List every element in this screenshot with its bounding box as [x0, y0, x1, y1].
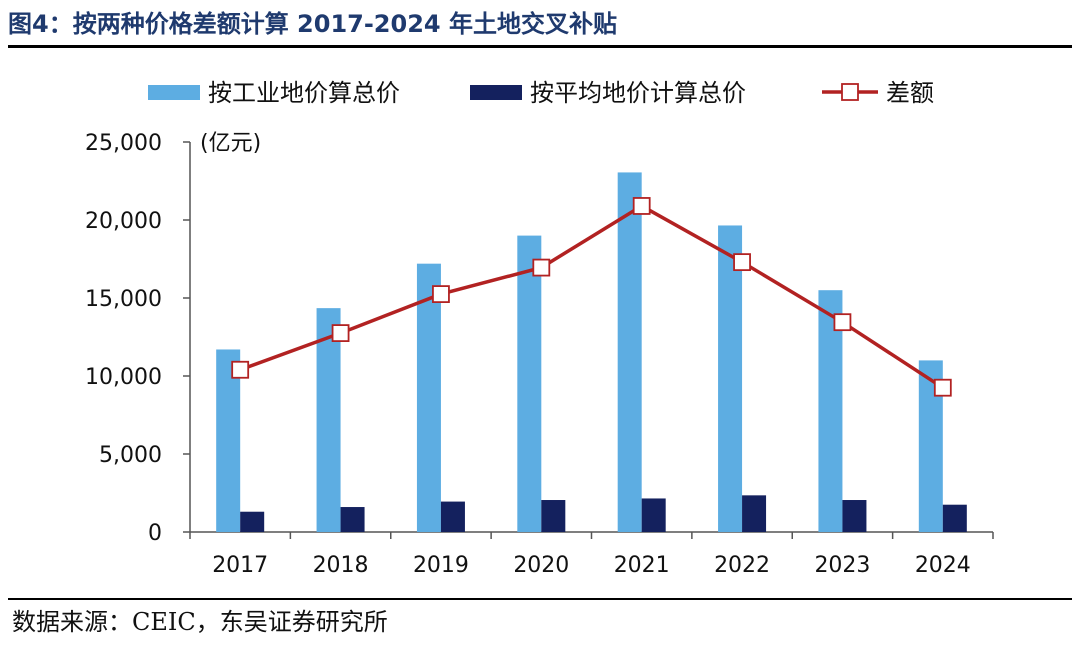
- y-tick-label: 15,000: [85, 287, 162, 312]
- x-tick-label: 2021: [614, 553, 670, 578]
- difference-line-path: [239, 203, 944, 390]
- bar-industrial: [216, 349, 241, 532]
- difference-point: [532, 258, 551, 277]
- difference-point: [432, 285, 450, 304]
- x-tick-label: 2024: [915, 553, 971, 578]
- difference-point: [733, 253, 751, 272]
- chart: 按工业地价算总价 按平均地价计算总价 差额 (亿元) 0 5,000 10,000 15,…: [85, 79, 994, 578]
- y-unit-label: (亿元): [200, 131, 261, 156]
- x-tick-label: 2023: [814, 553, 870, 578]
- difference-line: [231, 197, 952, 397]
- bar-industrial: [718, 225, 743, 532]
- x-tick-label: 2020: [513, 553, 569, 578]
- bar-average: [541, 500, 566, 532]
- y-tick-label: 0: [148, 521, 162, 546]
- legend-swatch-average: [470, 85, 522, 100]
- bottom-rule: [8, 598, 1072, 600]
- x-tick-label: 2019: [413, 553, 469, 578]
- axes: 0 5,000 10,000 15,000 20,000 25,000 2017 2018 20…: [85, 131, 994, 578]
- bar-average: [340, 507, 365, 532]
- bar-average: [842, 500, 867, 532]
- bar-industrial: [416, 263, 441, 532]
- y-tick-label: 20,000: [85, 209, 162, 234]
- difference-point: [231, 360, 250, 379]
- legend-swatch-industrial: [148, 85, 200, 100]
- legend-label: 按工业地价算总价: [208, 79, 400, 107]
- difference-point: [833, 313, 852, 332]
- bar-industrial: [517, 235, 542, 532]
- difference-point: [933, 378, 952, 397]
- figure-title: 图4：按两种价格差额计算 2017-2024 年土地交叉补贴: [8, 10, 617, 38]
- legend: 按工业地价算总价 按平均地价计算总价 差额: [148, 79, 934, 107]
- bar-average: [240, 511, 265, 532]
- y-tick-label: 25,000: [85, 131, 162, 156]
- legend-marker-difference: [841, 83, 859, 101]
- bar-average: [942, 504, 967, 532]
- bar-industrial: [316, 308, 341, 532]
- legend-label: 按平均地价计算总价: [530, 79, 746, 107]
- bar-average: [641, 498, 666, 532]
- x-tick-label: 2018: [313, 553, 369, 578]
- difference-point: [632, 197, 651, 215]
- top-rule: [8, 45, 1072, 48]
- bars: [216, 172, 967, 533]
- bar-industrial: [617, 172, 642, 533]
- source-note: 数据来源：CEIC，东吴证券研究所: [12, 608, 388, 636]
- bar-average: [440, 501, 465, 532]
- x-tick-label: 2022: [714, 553, 770, 578]
- y-tick-label: 5,000: [99, 443, 162, 468]
- y-tick-label: 10,000: [85, 365, 162, 390]
- difference-point: [331, 324, 350, 343]
- x-tick-label: 2017: [212, 553, 268, 578]
- bar-average: [742, 495, 767, 532]
- legend-label: 差额: [886, 79, 934, 107]
